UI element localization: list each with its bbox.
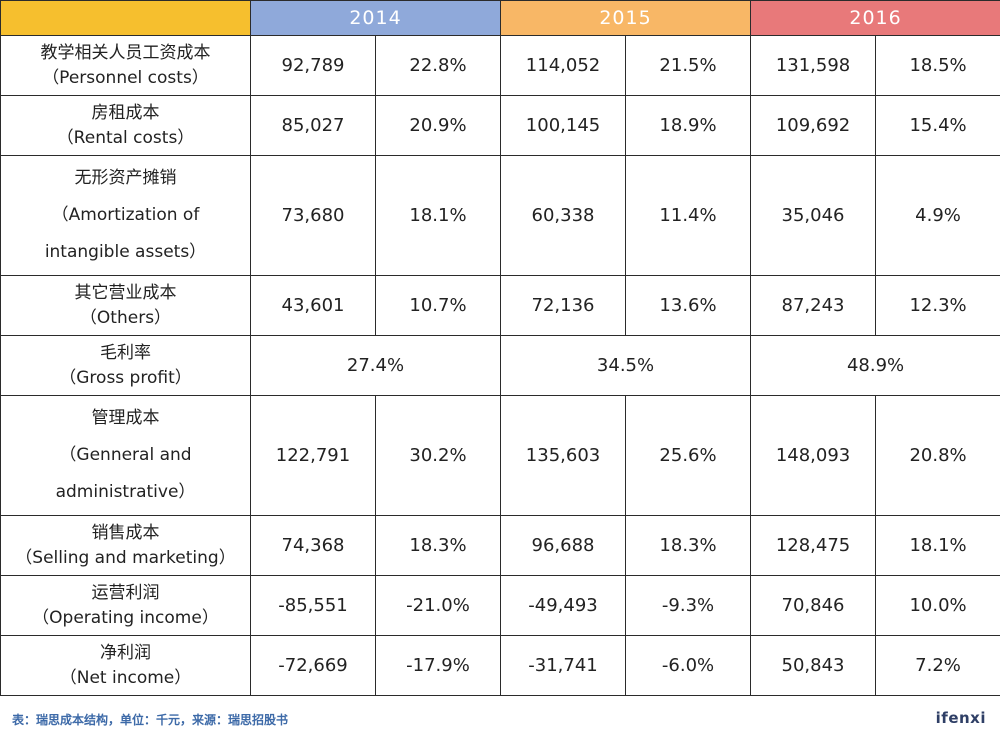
row-label-en: （Others） xyxy=(79,307,172,328)
cost-structure-table: 2014 2015 2016 教学相关人员工资成本 （Personnel cos… xyxy=(0,0,1000,696)
table-row: 运营利润 （Operating income） -85,551 -21.0% -… xyxy=(0,575,1000,636)
percent-cell: 10.0% xyxy=(875,575,1000,636)
value-cell: -49,493 xyxy=(500,575,627,636)
value-cell: 122,791 xyxy=(250,395,376,516)
merged-percent-cell: 48.9% xyxy=(750,335,1000,396)
row-label: 无形资产摊销 （Amortization of intangible asset… xyxy=(0,155,251,276)
percent-cell: 18.3% xyxy=(625,515,752,576)
row-label-en-line2: intangible assets） xyxy=(44,242,207,262)
value-cell: 35,046 xyxy=(750,155,877,276)
percent-cell: 22.8% xyxy=(374,35,502,96)
merged-percent-cell: 34.5% xyxy=(500,335,752,396)
value-cell: 100,145 xyxy=(500,95,627,156)
value-cell: 60,338 xyxy=(500,155,627,276)
source-note: 表：瑞思成本结构，单位：千元，来源：瑞思招股书 xyxy=(12,713,289,727)
percent-cell: 18.9% xyxy=(625,95,752,156)
row-label: 教学相关人员工资成本 （Personnel costs） xyxy=(0,35,251,96)
percent-cell: 7.2% xyxy=(875,635,1000,696)
row-label-en: （Personnel costs） xyxy=(42,67,209,88)
table-row: 教学相关人员工资成本 （Personnel costs） 92,789 22.8… xyxy=(0,35,1000,96)
row-label-cn: 教学相关人员工资成本 xyxy=(40,42,211,63)
percent-cell: 10.7% xyxy=(374,275,502,336)
percent-cell: 18.5% xyxy=(875,35,1000,96)
percent-cell: 11.4% xyxy=(625,155,752,276)
row-label-en: （Operating income） xyxy=(32,607,219,628)
row-label-en-line2: administrative） xyxy=(55,482,196,502)
row-label: 房租成本 （Rental costs） xyxy=(0,95,251,156)
row-label-en: （Gross profit） xyxy=(59,367,192,388)
percent-cell: 25.6% xyxy=(625,395,752,516)
value-cell: 73,680 xyxy=(250,155,376,276)
percent-cell: 18.1% xyxy=(374,155,502,276)
row-label-cn: 销售成本 xyxy=(91,522,160,543)
brand-logo: ifenxi xyxy=(935,709,986,727)
percent-cell: -6.0% xyxy=(625,635,752,696)
table-row: 房租成本 （Rental costs） 85,027 20.9% 100,145… xyxy=(0,95,1000,156)
row-label-cn: 无形资产摊销 xyxy=(74,168,177,188)
table-row: 无形资产摊销 （Amortization of intangible asset… xyxy=(0,155,1000,276)
value-cell: 96,688 xyxy=(500,515,627,576)
value-cell: 128,475 xyxy=(750,515,877,576)
year-header: 2015 xyxy=(500,0,752,36)
year-header: 2014 xyxy=(249,0,502,36)
percent-cell: 15.4% xyxy=(875,95,1000,156)
header-row: 2014 2015 2016 xyxy=(0,0,1000,36)
footer: 表：瑞思成本结构，单位：千元，来源：瑞思招股书 ifenxi xyxy=(0,697,1000,741)
row-label: 其它营业成本 （Others） xyxy=(0,275,251,336)
row-label: 管理成本 （Genneral and administrative） xyxy=(0,395,251,516)
row-label-cn: 毛利率 xyxy=(100,342,151,363)
value-cell: 87,243 xyxy=(750,275,877,336)
table-row: 管理成本 （Genneral and administrative） 122,7… xyxy=(0,395,1000,516)
value-cell: 148,093 xyxy=(750,395,877,516)
percent-cell: 20.8% xyxy=(875,395,1000,516)
value-cell: 43,601 xyxy=(250,275,376,336)
table-row: 净利润 （Net income） -72,669 -17.9% -31,741 … xyxy=(0,635,1000,696)
merged-percent-cell: 27.4% xyxy=(249,335,502,396)
row-label: 销售成本 （Selling and marketing） xyxy=(0,515,251,576)
percent-cell: 18.3% xyxy=(374,515,502,576)
year-header: 2016 xyxy=(750,0,1000,36)
percent-cell: 21.5% xyxy=(625,35,752,96)
percent-cell: 13.6% xyxy=(625,275,752,336)
table-row: 销售成本 （Selling and marketing） 74,368 18.3… xyxy=(0,515,1000,576)
value-cell: 50,843 xyxy=(750,635,877,696)
row-label-en: （Net income） xyxy=(59,667,192,688)
row-label-en: （Rental costs） xyxy=(56,127,195,148)
percent-cell: 4.9% xyxy=(875,155,1000,276)
value-cell: 109,692 xyxy=(750,95,877,156)
header-corner xyxy=(0,0,251,36)
row-label-cn: 管理成本 xyxy=(91,408,160,428)
value-cell: 135,603 xyxy=(500,395,627,516)
value-cell: 114,052 xyxy=(500,35,627,96)
value-cell: -85,551 xyxy=(250,575,376,636)
value-cell: 85,027 xyxy=(250,95,376,156)
value-cell: 74,368 xyxy=(250,515,376,576)
row-label-en: （Genneral and xyxy=(59,445,192,465)
row-label: 净利润 （Net income） xyxy=(0,635,251,696)
percent-cell: -9.3% xyxy=(625,575,752,636)
row-label: 毛利率 （Gross profit） xyxy=(0,335,251,396)
row-label-cn: 运营利润 xyxy=(91,582,160,603)
row-label-cn: 其它营业成本 xyxy=(74,282,177,303)
row-label-en: （Selling and marketing） xyxy=(15,547,236,568)
percent-cell: -17.9% xyxy=(374,635,502,696)
percent-cell: 12.3% xyxy=(875,275,1000,336)
value-cell: 72,136 xyxy=(500,275,627,336)
table-row: 毛利率 （Gross profit） 27.4% 34.5% 48.9% xyxy=(0,335,1000,396)
row-label-cn: 房租成本 xyxy=(91,102,160,123)
value-cell: 131,598 xyxy=(750,35,877,96)
percent-cell: 20.9% xyxy=(374,95,502,156)
row-label-en: （Amortization of xyxy=(51,205,200,225)
value-cell: -72,669 xyxy=(250,635,376,696)
percent-cell: 18.1% xyxy=(875,515,1000,576)
value-cell: -31,741 xyxy=(500,635,627,696)
value-cell: 92,789 xyxy=(250,35,376,96)
percent-cell: 30.2% xyxy=(374,395,502,516)
row-label: 运营利润 （Operating income） xyxy=(0,575,251,636)
percent-cell: -21.0% xyxy=(374,575,502,636)
row-label-cn: 净利润 xyxy=(100,642,151,663)
table-row: 其它营业成本 （Others） 43,601 10.7% 72,136 13.6… xyxy=(0,275,1000,336)
value-cell: 70,846 xyxy=(750,575,877,636)
